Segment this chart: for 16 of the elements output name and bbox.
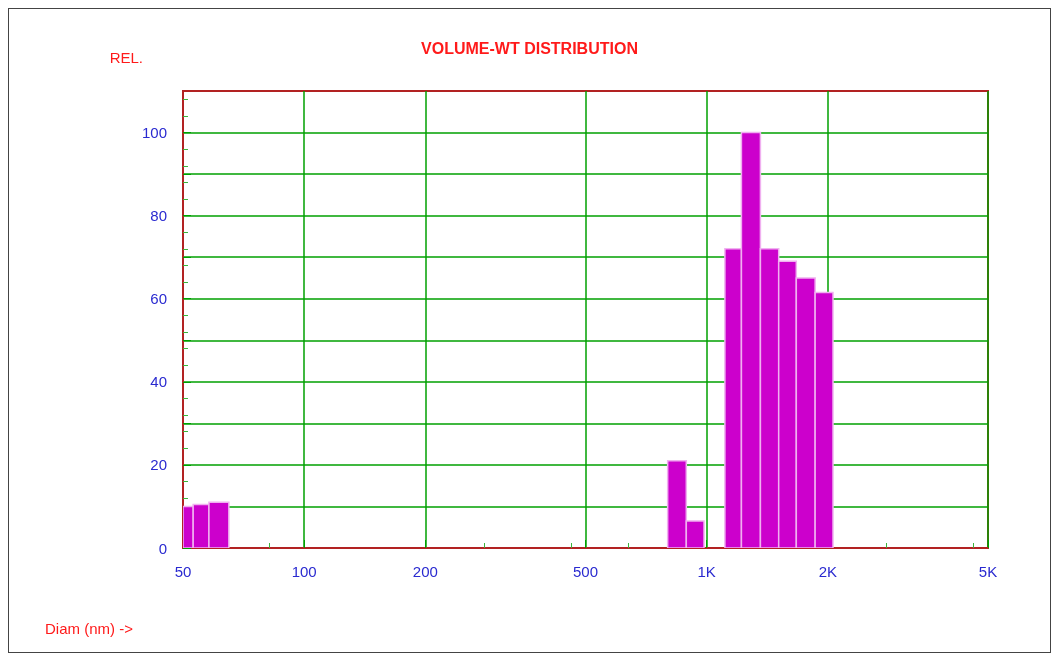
- x-tick-label: 100: [291, 563, 317, 580]
- x-tick-label: 1K: [697, 563, 716, 580]
- y-axis-title: REL.: [109, 49, 143, 66]
- y-tick-label: 100: [141, 124, 167, 142]
- x-tick-label: 5K: [978, 563, 998, 580]
- y-tick-label: 20: [150, 456, 167, 474]
- y-tick-label: 60: [150, 290, 167, 308]
- x-tick-label: 200: [412, 563, 438, 580]
- x-tick-label: 2K: [818, 563, 838, 580]
- chart-title: VOLUME-WT DISTRIBUTION: [421, 39, 638, 57]
- y-tick-label: 40: [150, 373, 167, 391]
- y-tick-label: 0: [158, 539, 167, 557]
- x-tick-label: 50: [174, 563, 192, 580]
- x-axis-title: Diam (nm) ->: [45, 620, 134, 637]
- x-tick-label: 500: [572, 563, 599, 580]
- y-tick-label: 80: [150, 207, 167, 225]
